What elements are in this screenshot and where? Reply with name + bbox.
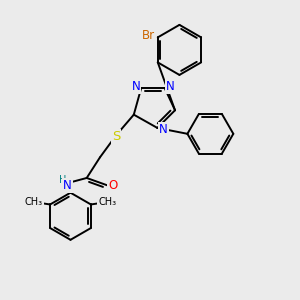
Text: N: N	[159, 123, 168, 136]
Text: N: N	[131, 80, 140, 93]
Text: H: H	[59, 175, 67, 185]
Text: S: S	[112, 130, 120, 143]
Text: N: N	[166, 80, 174, 93]
Text: Br: Br	[142, 29, 155, 42]
Text: CH₃: CH₃	[25, 196, 43, 206]
Text: N: N	[63, 179, 72, 192]
Text: O: O	[108, 179, 117, 192]
Text: CH₃: CH₃	[98, 196, 116, 206]
